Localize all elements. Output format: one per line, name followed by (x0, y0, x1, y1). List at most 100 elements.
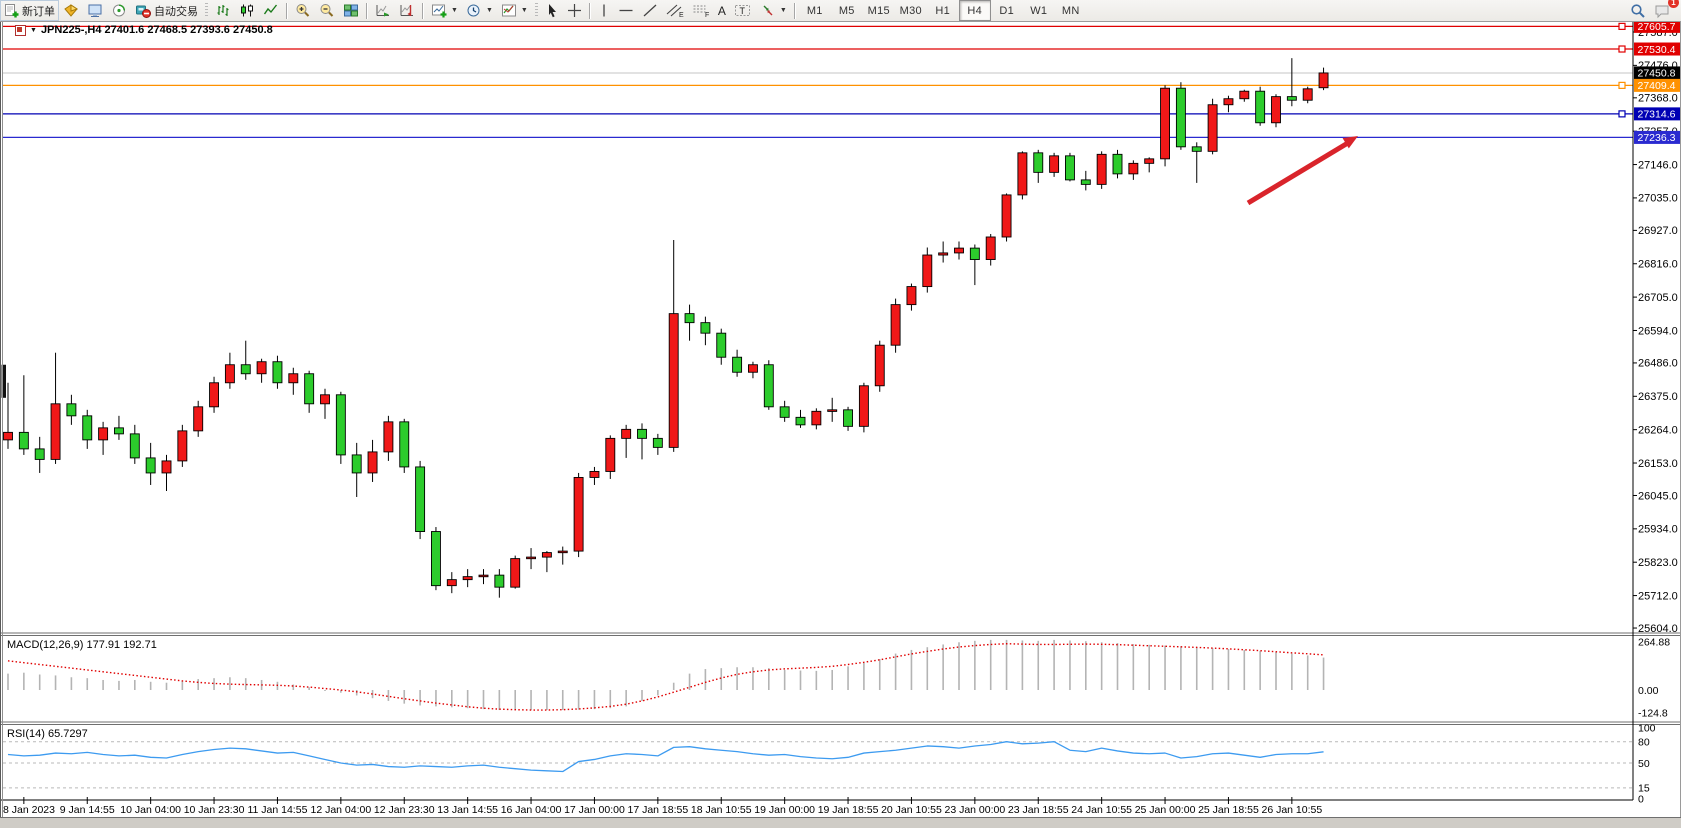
line-handle[interactable] (1618, 110, 1626, 118)
macd-histogram-bar (561, 690, 564, 711)
navigator-button[interactable] (107, 0, 131, 21)
timeframe-button-d1[interactable]: D1 (999, 4, 1015, 17)
macd-histogram-bar (609, 690, 612, 709)
auto-scroll-button[interactable] (371, 0, 395, 21)
tile-windows-icon (344, 4, 358, 17)
macd-histogram-bar (451, 690, 453, 708)
bar-chart-button[interactable] (211, 0, 235, 21)
timeframe-button-m1[interactable]: M1 (806, 4, 823, 17)
time-axis-label: 19 Jan 00:00 (754, 804, 815, 816)
chevron-down-icon: ▼ (485, 7, 493, 14)
macd-histogram-bar (863, 662, 865, 690)
macd-histogram-bar (355, 690, 358, 696)
candle (129, 433, 140, 459)
macd-histogram-bar (546, 690, 548, 711)
price-axis-tick-label: 25823.0 (1638, 557, 1678, 569)
trend-arrow-annotation[interactable] (1246, 141, 1349, 206)
periods-button[interactable]: ▼ (462, 0, 497, 21)
arrows-tool-button[interactable]: ▼ (756, 0, 791, 21)
vertical-line-tool-button[interactable] (594, 0, 614, 21)
macd-histogram-bar (244, 678, 247, 690)
toolbar-grip (534, 3, 538, 18)
horizontal-line-tool-button[interactable] (614, 0, 638, 21)
time-axis-label: 10 Jan 04:00 (120, 804, 181, 816)
trendline-tool-button[interactable] (638, 0, 662, 21)
price-line-badge-label: 27236.3 (1638, 132, 1676, 144)
macd-histogram-bar (958, 642, 960, 690)
macd-histogram-bar (197, 679, 199, 690)
time-axis-label: 9 Jan 14:55 (60, 804, 115, 816)
timeframe-button-h4[interactable]: H4 (958, 0, 991, 21)
fibonacci-tool-button[interactable]: F (688, 0, 714, 21)
macd-histogram-bar (1021, 640, 1024, 690)
macd-histogram-bar (1211, 648, 1214, 690)
tile-windows-button[interactable] (339, 0, 363, 21)
timeframe-button-w1[interactable]: W1 (1030, 4, 1048, 17)
text-icon: A (717, 3, 726, 18)
macd-histogram-bar (1275, 652, 1277, 690)
equidistant-channel-tool-button[interactable]: E (662, 0, 688, 21)
candle (589, 470, 600, 478)
search-button[interactable] (1626, 0, 1650, 21)
timeframe-button-m30[interactable]: M30 (899, 4, 922, 17)
price-axis-tick-label: 26927.0 (1638, 225, 1678, 237)
timeframe-button-m5[interactable]: M5 (838, 4, 855, 17)
text-tool-button[interactable]: A (714, 0, 730, 21)
candle (890, 304, 901, 346)
macd-signal-line (7, 643, 1324, 711)
macd-histogram-bar (134, 679, 136, 690)
zoom-in-button[interactable] (291, 0, 315, 21)
notifications-button[interactable]: 1 (1650, 0, 1679, 21)
macd-histogram-bar (926, 647, 929, 690)
macd-histogram-bar (387, 690, 390, 701)
candle (637, 428, 647, 439)
rsi-axis-label: 100 (1638, 722, 1656, 734)
cursor-tool-button[interactable] (541, 0, 563, 21)
candle (209, 382, 220, 408)
zoom-out-button[interactable] (315, 0, 339, 21)
line-handle[interactable] (1618, 22, 1626, 30)
chevron-down-icon[interactable]: ▼ (30, 26, 37, 34)
candle (938, 252, 949, 256)
candle (1144, 158, 1155, 164)
trend-arrow-head (1342, 136, 1358, 149)
chart-title[interactable]: ▼ JPN225-,H4 27401.6 27468.5 27393.6 274… (15, 24, 273, 36)
candle (272, 361, 283, 384)
candle (1017, 152, 1028, 196)
line-chart-button[interactable] (259, 0, 283, 21)
chart-shift-icon (400, 5, 413, 16)
crosshair-tool-button[interactable] (563, 0, 586, 21)
price-axis-tick-label: 26264.0 (1638, 424, 1678, 436)
timeframe-button-mn[interactable]: MN (1061, 4, 1080, 17)
new-order-button[interactable]: 新订单 (0, 0, 59, 21)
price-line-badge-label: 27409.4 (1638, 80, 1676, 92)
candle (1255, 90, 1266, 124)
price-axis-tick-label: 25934.0 (1638, 524, 1678, 536)
timeframe-button-h1[interactable]: H1 (935, 4, 951, 17)
data-window-button[interactable] (83, 0, 107, 21)
macd-histogram-bar (1132, 644, 1135, 690)
text-label-tool-button[interactable]: T (730, 0, 756, 21)
chart-shift-button[interactable] (395, 0, 419, 21)
price-axis-tick-label: 27146.0 (1638, 159, 1678, 171)
toolbar-separator (588, 2, 591, 19)
line-handle[interactable] (1618, 45, 1626, 53)
candle (1033, 152, 1044, 173)
templates-button[interactable]: ▼ (497, 0, 532, 21)
line-handle[interactable] (1618, 81, 1626, 89)
timeframe-button-m15[interactable]: M15 (867, 4, 890, 17)
autotrade-button[interactable]: 自动交易 (131, 0, 202, 21)
candle (304, 373, 315, 405)
indicators-button[interactable]: ▼ (427, 0, 462, 21)
candle (193, 406, 204, 432)
rsi-line (7, 741, 1324, 773)
candle (1191, 146, 1202, 152)
candle (431, 531, 441, 587)
time-axis-label: 11 Jan 14:55 (247, 804, 307, 816)
market-watch-button[interactable] (59, 0, 83, 21)
toolbar-separator (286, 2, 288, 19)
candle (335, 394, 346, 456)
candlestick-chart-button[interactable] (235, 0, 259, 21)
svg-text:E: E (679, 12, 684, 18)
